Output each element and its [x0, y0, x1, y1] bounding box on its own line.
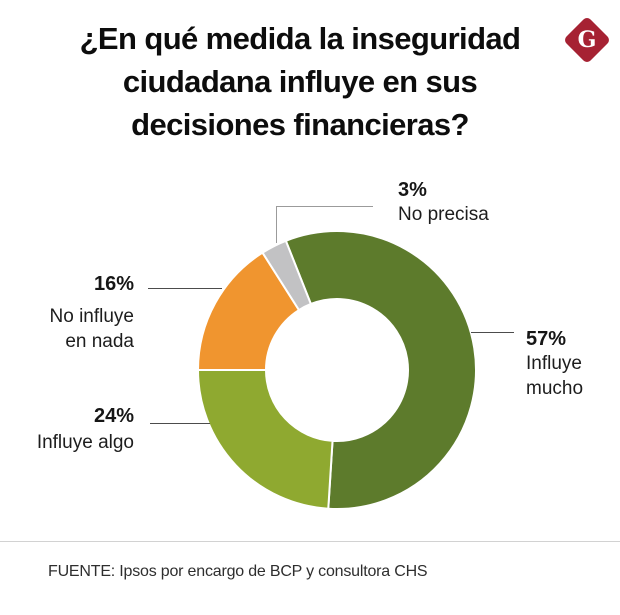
callout-influye-mucho: 57% Influye mucho [526, 327, 601, 401]
page-title: ¿En qué medida la inseguridad ciudadana … [0, 17, 600, 146]
title-line-2: ciudadana influye en sus [122, 64, 478, 99]
callout-no-influye-pct: 16% [93, 273, 134, 295]
leader-line-no-influye [148, 288, 222, 289]
donut-slice-influye-algo [196, 369, 334, 510]
callout-no-precisa-pct: 3% [398, 179, 427, 201]
leader-line-no-precisa [276, 206, 373, 207]
donut-slice-no-precisa [261, 239, 313, 312]
callout-influye-algo-pct: 24% [93, 405, 134, 427]
leader-line-influye-algo [150, 423, 210, 424]
callout-no-influye-label: No influye en nada [49, 306, 135, 352]
callout-influye-mucho-pct: 57% [526, 328, 567, 350]
donut-slice-influye-mucho [284, 230, 477, 510]
title-line-3: decisiones financieras? [131, 107, 469, 142]
footer-divider [0, 541, 620, 542]
callout-no-precisa: 3% No precisa [398, 178, 489, 227]
callout-influye-algo: 24% Influye algo [10, 404, 134, 455]
leader-line-influye-mucho [471, 332, 514, 333]
title-line-1: ¿En qué medida la inseguridad [79, 21, 521, 56]
source-attribution: FUENTE: Ipsos por encargo de BCP y consu… [48, 563, 428, 580]
callout-no-precisa-label: No precisa [398, 204, 489, 225]
leader-line-no-precisa-vertical [276, 206, 277, 243]
callout-influye-mucho-label: Influye mucho [526, 353, 584, 399]
callout-no-influye: 16% No influye en nada [10, 272, 135, 354]
callout-influye-algo-label: Influye algo [36, 432, 134, 453]
